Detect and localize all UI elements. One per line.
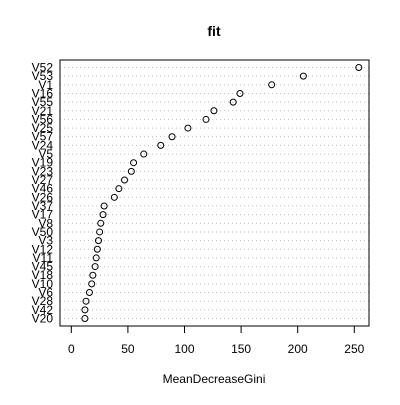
- data-point: [268, 81, 276, 89]
- y-tick-label: V57: [32, 130, 54, 144]
- data-point: [210, 107, 218, 115]
- x-tick-label: 100: [174, 342, 194, 356]
- y-tick-label: V12: [32, 242, 54, 256]
- y-tick-label: V20: [32, 312, 54, 326]
- y-tick-label: V3: [38, 234, 53, 248]
- y-tick-label: V46: [32, 182, 54, 196]
- y-tick-label: V26: [32, 190, 54, 204]
- y-tick-label: V16: [32, 86, 54, 100]
- plot-frame: [59, 59, 370, 327]
- x-tick-label: 200: [288, 342, 308, 356]
- y-tick-label: V52: [32, 61, 54, 75]
- y-tick-labels: V52V53V1V16V55V21V56V25V57V24V5V19V23V27…: [32, 61, 54, 326]
- data-point: [140, 150, 148, 158]
- data-point: [115, 185, 123, 193]
- data-point: [121, 176, 129, 184]
- data-point: [229, 98, 237, 106]
- x-tick-label: 0: [68, 342, 75, 356]
- data-point: [202, 115, 210, 123]
- x-tick-label: 50: [121, 342, 135, 356]
- data-point: [100, 202, 108, 210]
- y-tick-label: V5: [38, 147, 53, 161]
- y-tick-label: V24: [32, 138, 54, 152]
- data-point: [89, 271, 97, 279]
- y-tick-label: V37: [32, 199, 54, 213]
- y-tick-label: V53: [32, 69, 54, 83]
- y-tick-label: V21: [32, 104, 54, 118]
- data-point: [97, 219, 105, 227]
- y-tick-label: V8: [38, 216, 53, 230]
- data-point: [81, 306, 89, 314]
- y-tick-label: V27: [32, 173, 54, 187]
- x-axis: 0 50 100 150 200 250: [68, 325, 365, 356]
- data-point: [127, 167, 135, 175]
- chart-title: fit: [207, 23, 221, 39]
- data-point: [92, 254, 100, 262]
- data-point: [184, 124, 192, 132]
- x-axis-title: MeanDecreaseGini: [163, 372, 266, 386]
- y-tick-label: V55: [32, 95, 54, 109]
- data-point: [93, 245, 101, 253]
- y-tick-label: V19: [32, 156, 54, 170]
- y-tick-label: V17: [32, 208, 54, 222]
- y-tick-label: V42: [32, 303, 54, 317]
- grid-lines: [60, 67, 369, 319]
- y-tick-label: V10: [32, 277, 54, 291]
- y-tick-label: V6: [38, 286, 53, 300]
- data-point: [88, 280, 96, 288]
- y-tick-label: V45: [32, 260, 54, 274]
- data-point: [85, 289, 93, 297]
- y-tick-label: V50: [32, 225, 54, 239]
- data-point: [299, 72, 307, 80]
- data-point: [94, 237, 102, 245]
- data-point: [99, 211, 107, 219]
- y-tick-label: V23: [32, 164, 54, 178]
- y-tick-label: V56: [32, 112, 54, 126]
- y-tick-label: V11: [33, 251, 54, 265]
- data-point: [96, 228, 104, 236]
- y-tick-label: V25: [32, 121, 54, 135]
- data-point: [91, 263, 99, 271]
- data-point: [82, 297, 90, 305]
- y-tick-label: V18: [32, 268, 54, 282]
- data-points: [81, 64, 363, 322]
- data-point: [236, 89, 244, 97]
- data-point: [168, 133, 176, 141]
- data-point: [110, 193, 118, 201]
- data-point: [355, 64, 363, 71]
- data-point: [81, 315, 89, 322]
- data-point: [130, 159, 138, 167]
- y-tick-label: V28: [32, 294, 54, 308]
- x-tick-label: 150: [231, 342, 251, 356]
- y-tick-label: V1: [38, 78, 53, 92]
- data-point: [157, 141, 165, 149]
- x-tick-label: 250: [344, 342, 364, 356]
